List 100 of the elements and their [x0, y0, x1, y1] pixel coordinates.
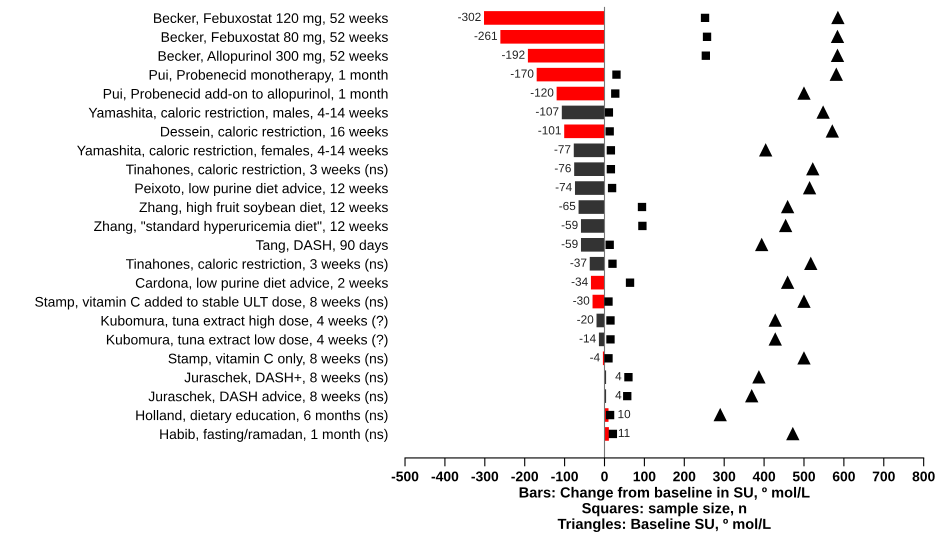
- point: [803, 182, 816, 194]
- y-tick-label: Juraschek, DASH+, 8 weeks (ns): [184, 372, 388, 386]
- y-tick-label: Zhang, high fruit soybean diet, 12 weeks: [139, 202, 388, 215]
- point: [606, 240, 614, 249]
- point: [830, 68, 843, 81]
- point: [604, 297, 613, 306]
- x-tick-label: 600: [832, 472, 855, 482]
- point: [755, 238, 768, 252]
- point: [759, 144, 772, 157]
- data-label: 10: [618, 410, 630, 418]
- point: [752, 370, 766, 384]
- y-tick-label: Pui, Probenecid add-on to allopurinol, 1 month: [104, 88, 388, 102]
- point: [832, 12, 844, 24]
- point: [831, 30, 844, 44]
- y-tick-label: Habib, fasting/ramadan, 1 month (ns): [160, 428, 388, 442]
- data-label: -4: [590, 353, 600, 362]
- data-label: 11: [618, 428, 630, 437]
- point: [606, 410, 614, 420]
- point: [626, 278, 634, 287]
- y-tick-label: Becker, Febuxostat 120 mg, 52 weeks: [154, 12, 388, 26]
- data-label: -77: [554, 145, 570, 154]
- point: [606, 165, 616, 174]
- point: [604, 354, 613, 362]
- point: [606, 127, 614, 136]
- point: [781, 200, 794, 214]
- data-label: -59: [562, 240, 578, 248]
- point: [714, 408, 726, 422]
- y-tick-label: Juraschek, DASH advice, 8 weeks (ns): [148, 391, 388, 404]
- x-tick-label: -500: [392, 472, 418, 482]
- y-tick-label: Yamashita, caloric restriction, males, 4-14 weeks: [88, 107, 388, 120]
- y-tick-label: Tinahones, caloric restriction, 3 weeks (ns): [126, 164, 388, 178]
- y-tick-label: Kubomura, tuna extract high dose, 4 weeks (?): [102, 315, 388, 328]
- y-tick-label: Zhang, "standard hyperuricemia diet", 12 weeks: [94, 220, 388, 234]
- point: [606, 316, 615, 325]
- x-tick-label: -300: [471, 472, 498, 482]
- point: [779, 220, 792, 232]
- data-label: -192: [502, 50, 525, 59]
- data-label: -261: [474, 32, 498, 40]
- point: [826, 125, 839, 138]
- y-tick-label: Becker, Allopurinol 300 mg, 52 weeks: [158, 50, 388, 64]
- data-label: -76: [554, 164, 571, 172]
- point: [816, 106, 830, 119]
- x-tick-label: 400: [752, 472, 776, 482]
- point: [745, 390, 758, 402]
- point: [606, 146, 616, 154]
- y-tick-label: Tinahones, caloric restriction, 3 weeks (ns): [126, 258, 388, 272]
- data-label: -107: [536, 107, 558, 116]
- data-label: -37: [570, 258, 586, 267]
- data-label: -30: [573, 296, 590, 305]
- point: [608, 430, 618, 438]
- point: [624, 373, 633, 382]
- x-tick-label: -200: [511, 472, 538, 482]
- y-tick-label: Becker, Febuxostat 80 mg, 52 weeks: [162, 32, 388, 45]
- point: [608, 260, 617, 268]
- point: [608, 184, 616, 192]
- x-tick-label: 700: [872, 472, 895, 482]
- x-tick-label: 200: [673, 472, 696, 482]
- y-tick-label: Holland, dietary education, 6 months (ns): [136, 410, 388, 423]
- point: [769, 314, 782, 327]
- y-tick-label: Peixoto, low purine diet advice, 12 weeks: [136, 183, 388, 196]
- y-tick-label: Stamp, vitamin C only, 8 weeks (ns): [168, 353, 388, 366]
- point: [806, 162, 820, 176]
- data-label: -101: [538, 126, 561, 135]
- point: [606, 335, 615, 344]
- x-tick-label: 300: [712, 472, 736, 482]
- y-tick-label: Yamashita, caloric restriction, females, 4-14 weeks: [77, 145, 388, 158]
- x-tick-label: -400: [432, 472, 458, 482]
- point: [804, 257, 818, 270]
- point: [604, 108, 614, 117]
- data-label: -20: [577, 315, 594, 324]
- data-label: -302: [458, 12, 481, 22]
- point: [798, 352, 810, 365]
- y-tick-label: Cardona, low purine diet advice, 2 weeks: [136, 278, 388, 291]
- point: [798, 295, 810, 308]
- x-tick-label: 0: [601, 472, 608, 482]
- y-tick-label: Pui, Probenecid monotherapy, 1 month: [150, 70, 388, 83]
- point: [702, 32, 712, 41]
- x-tick-label: 500: [792, 472, 815, 482]
- y-tick-label: Dessein, caloric restriction, 16 weeks: [161, 126, 388, 138]
- data-label: 4: [615, 391, 622, 400]
- data-label: -74: [556, 183, 572, 192]
- point: [612, 70, 621, 79]
- data-label: -14: [580, 334, 596, 342]
- y-tick-label: Stamp, vitamin C added to stable ULT dose, 8 weeks (ns): [35, 296, 388, 310]
- point: [638, 202, 646, 212]
- point: [769, 333, 782, 346]
- point: [623, 392, 632, 400]
- point: [700, 14, 710, 22]
- point: [798, 87, 810, 100]
- data-label: -170: [510, 69, 534, 78]
- x-tick-label: 800: [912, 472, 935, 482]
- data-label: -34: [572, 277, 588, 286]
- data-label: -59: [562, 220, 578, 230]
- point: [611, 89, 620, 98]
- x-tick-label: 100: [634, 472, 656, 482]
- x-tick-label: -100: [551, 472, 578, 482]
- point: [781, 276, 794, 289]
- x-axis-title: Bars: Change from baseline in SU, º mol/L Squares: sample size, n Triangles: Baseline SU, º mol/L: [520, 486, 810, 532]
- point: [831, 49, 844, 62]
- point: [702, 52, 710, 60]
